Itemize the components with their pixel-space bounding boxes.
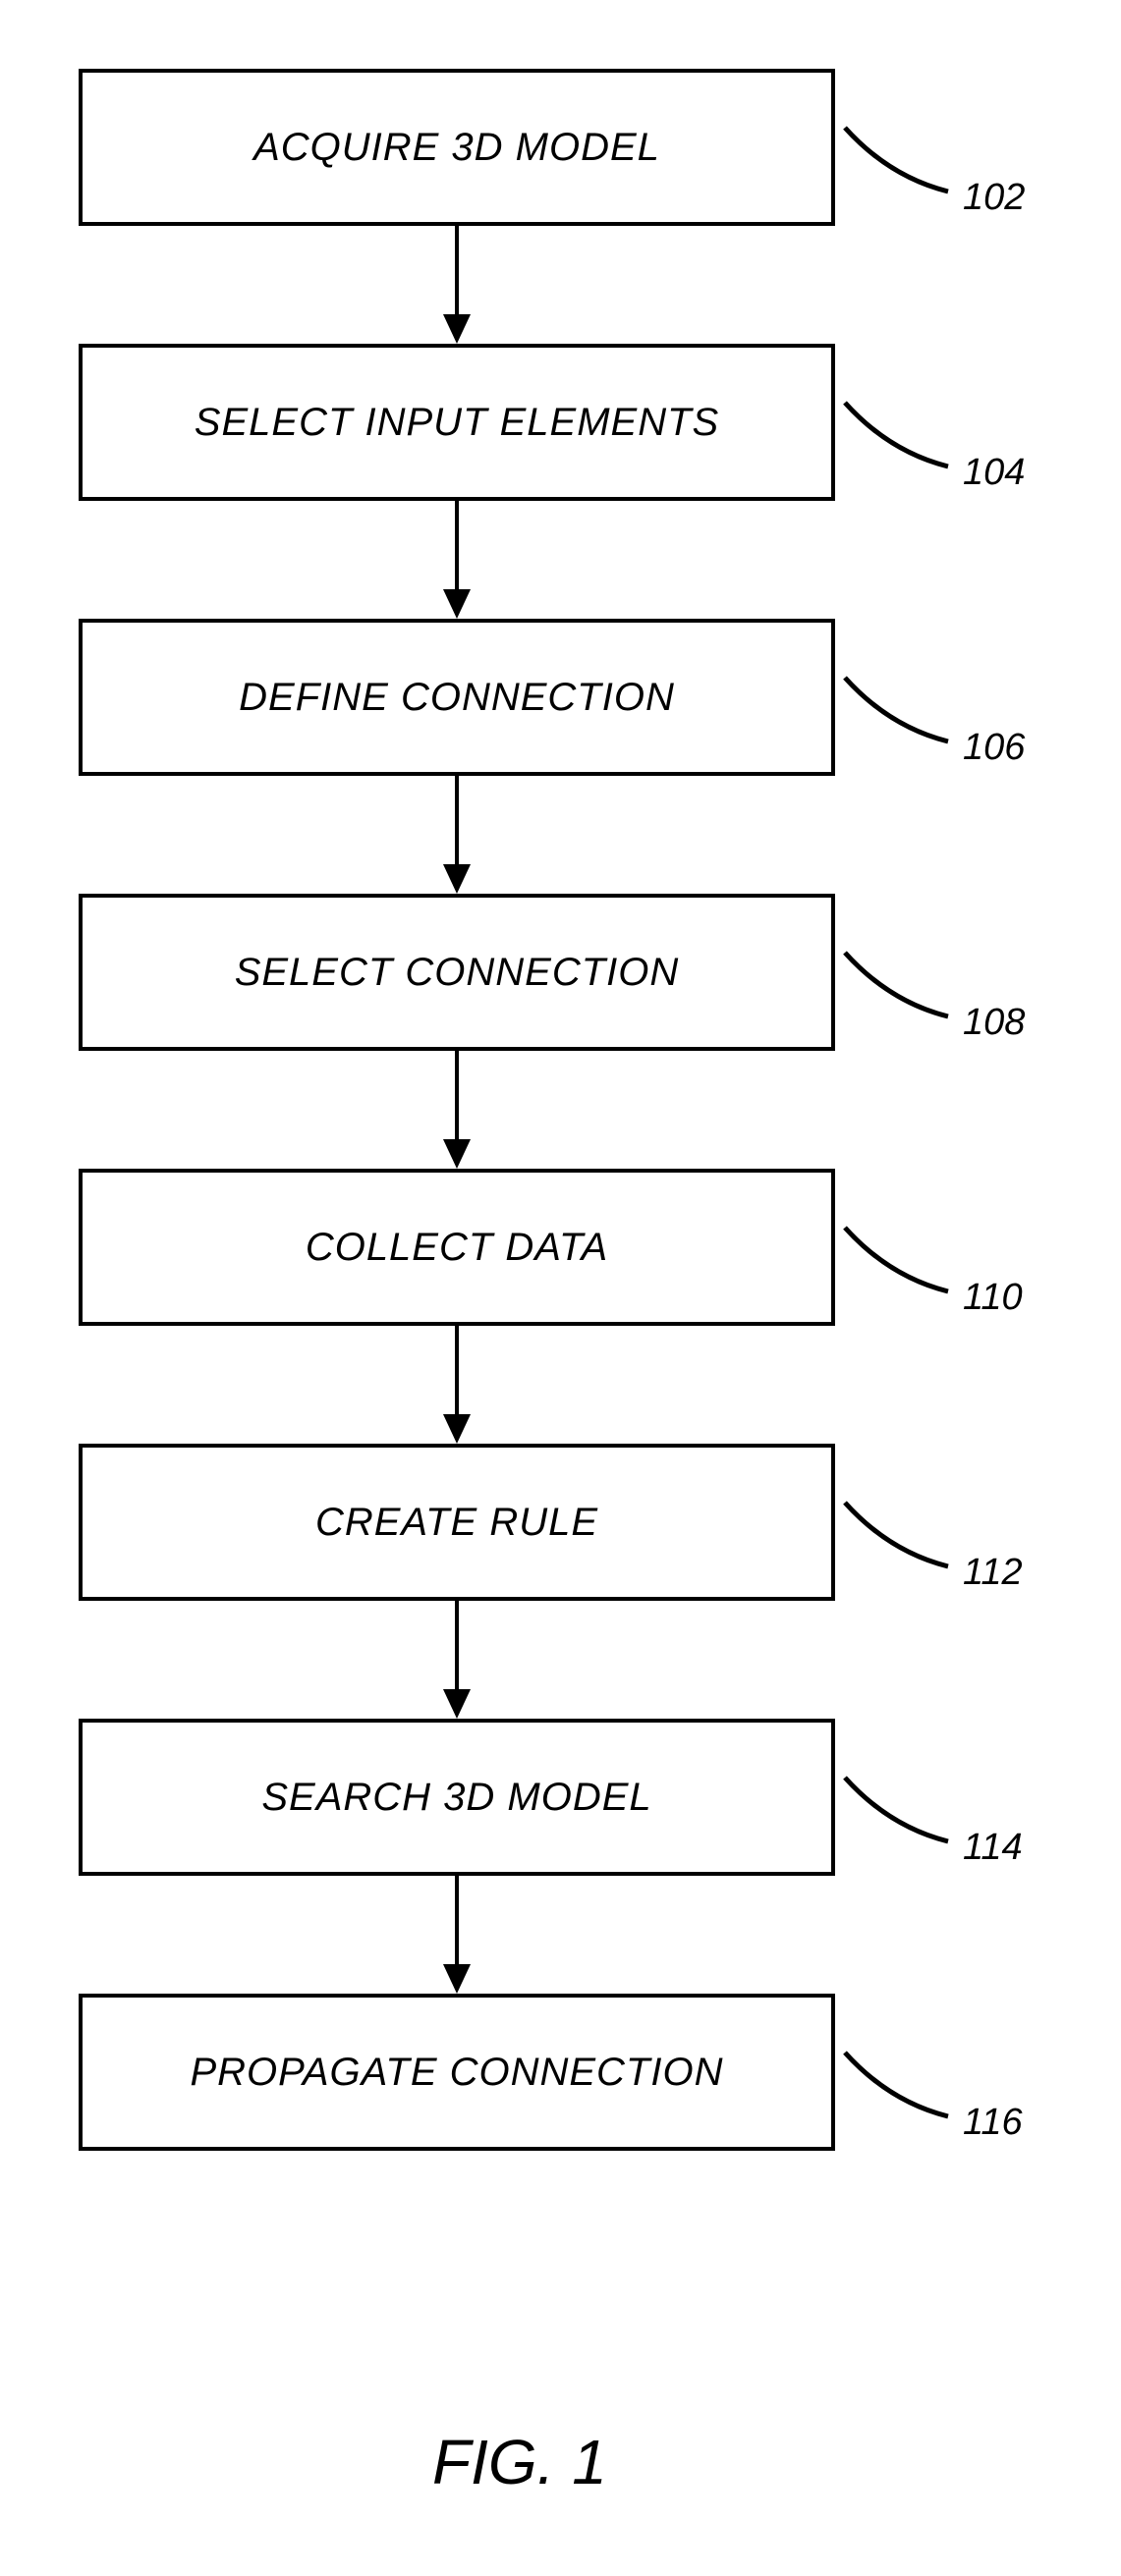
reference-number: 106 <box>963 727 1025 769</box>
flow-arrow <box>437 1326 476 1444</box>
flowchart-container: ACQUIRE 3D MODEL 102 SELECT INPUT ELEMEN… <box>79 69 1002 2151</box>
flow-step: SELECT INPUT ELEMENTS 104 <box>79 344 1002 501</box>
arrow-wrap <box>79 776 835 894</box>
arrow-wrap <box>79 1326 835 1444</box>
flow-box-label: CREATE RULE <box>315 1501 598 1545</box>
arrow-wrap <box>79 1601 835 1719</box>
flow-step: PROPAGATE CONNECTION 116 <box>79 1994 1002 2151</box>
flow-box-label: DEFINE CONNECTION <box>239 676 675 720</box>
reference-curve <box>840 948 958 1036</box>
flow-arrow <box>437 1601 476 1719</box>
reference-curve <box>840 123 958 211</box>
flow-arrow <box>437 1051 476 1169</box>
flow-arrow <box>437 1876 476 1994</box>
flow-arrow <box>437 501 476 619</box>
flow-box: SEARCH 3D MODEL <box>79 1719 835 1876</box>
reference-number: 112 <box>963 1552 1023 1594</box>
reference-curve <box>840 2048 958 2136</box>
flow-box-label: SEARCH 3D MODEL <box>261 1776 651 1820</box>
reference-number: 114 <box>963 1827 1023 1869</box>
reference-number: 108 <box>963 1002 1025 1044</box>
flow-step: COLLECT DATA 110 <box>79 1169 1002 1326</box>
reference-number: 104 <box>963 452 1025 494</box>
flow-step: ACQUIRE 3D MODEL 102 <box>79 69 1002 226</box>
arrow-wrap <box>79 226 835 344</box>
reference-number: 102 <box>963 177 1025 219</box>
flow-box-label: COLLECT DATA <box>306 1226 608 1270</box>
reference-curve <box>840 1498 958 1586</box>
reference-curve <box>840 1223 958 1311</box>
figure-caption: FIG. 1 <box>432 2426 607 2498</box>
reference-curve <box>840 1773 958 1861</box>
arrow-wrap <box>79 1051 835 1169</box>
flow-step: SEARCH 3D MODEL 114 <box>79 1719 1002 1876</box>
flow-box-label: SELECT CONNECTION <box>235 951 680 995</box>
reference-number: 110 <box>963 1277 1023 1319</box>
flow-box: ACQUIRE 3D MODEL <box>79 69 835 226</box>
flow-box: PROPAGATE CONNECTION <box>79 1994 835 2151</box>
flow-box-label: ACQUIRE 3D MODEL <box>253 126 660 170</box>
flow-step: SELECT CONNECTION 108 <box>79 894 1002 1051</box>
arrow-wrap <box>79 1876 835 1994</box>
flow-box-label: SELECT INPUT ELEMENTS <box>195 401 719 445</box>
reference-curve <box>840 673 958 761</box>
flow-step: DEFINE CONNECTION 106 <box>79 619 1002 776</box>
flow-box: SELECT INPUT ELEMENTS <box>79 344 835 501</box>
arrow-wrap <box>79 501 835 619</box>
flow-box: SELECT CONNECTION <box>79 894 835 1051</box>
flow-arrow <box>437 226 476 344</box>
reference-number: 116 <box>963 2102 1023 2144</box>
flow-arrow <box>437 776 476 894</box>
flow-box: COLLECT DATA <box>79 1169 835 1326</box>
flow-box: DEFINE CONNECTION <box>79 619 835 776</box>
flow-step: CREATE RULE 112 <box>79 1444 1002 1601</box>
flow-box: CREATE RULE <box>79 1444 835 1601</box>
flow-box-label: PROPAGATE CONNECTION <box>190 2051 723 2095</box>
reference-curve <box>840 398 958 486</box>
